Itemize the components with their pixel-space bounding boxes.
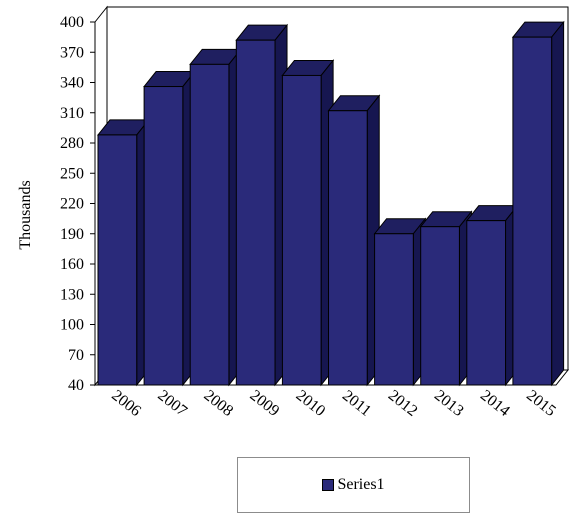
y-tick-label: 280: [60, 135, 84, 152]
bar-front: [97, 134, 138, 386]
y-tick-label: 100: [60, 317, 84, 334]
x-tick-label: 2006: [108, 387, 144, 420]
x-tick-label: 2011: [339, 387, 374, 420]
legend-label: Series1: [337, 476, 385, 493]
y-tick-label: 70: [68, 347, 84, 364]
x-tick-label: 2007: [154, 387, 190, 420]
bar: [143, 70, 196, 387]
bar: [419, 210, 473, 387]
bar-front: [420, 226, 460, 386]
y-tick-label: 340: [60, 75, 84, 92]
bar: [465, 204, 519, 387]
y-tick-label: 190: [60, 226, 84, 243]
bar: [235, 23, 289, 387]
y-tick-label: 220: [60, 196, 84, 213]
bar-front: [235, 39, 276, 386]
x-tick-label: 2012: [385, 387, 421, 420]
y-tick-label: 40: [68, 377, 84, 394]
bar: [189, 47, 242, 387]
y-tick-label: 160: [60, 256, 84, 273]
y-tick-label: 130: [60, 286, 84, 303]
bar-side: [551, 20, 565, 387]
legend-swatch: [322, 479, 335, 491]
bar-front: [281, 74, 322, 386]
y-tick-label: 400: [60, 14, 84, 31]
bar: [373, 217, 427, 387]
x-tick-label: 2013: [431, 387, 467, 420]
y-tick-label: 310: [60, 105, 84, 122]
bar-front: [374, 233, 414, 386]
bar: [511, 20, 565, 387]
x-tick-label: 2008: [200, 387, 236, 420]
y-axis-label: Thousands: [17, 180, 34, 249]
bar: [281, 59, 335, 387]
bar-front: [466, 220, 507, 386]
x-tick-label: 2009: [247, 387, 283, 420]
y-tick-label: 250: [60, 165, 84, 182]
bar-front: [328, 110, 368, 386]
bar-front: [512, 36, 553, 386]
bar: [327, 94, 381, 387]
x-axis: 2006 2007 2008 2009 2010 2011 2012 2013 2014 2015: [108, 387, 559, 420]
bar-front: [189, 63, 230, 386]
y-axis: 40 70 100 130 160 190 220 250 280 310 340 370 400: [60, 14, 96, 394]
bar: [96, 118, 150, 387]
bar-front: [143, 86, 184, 386]
x-tick-label: 2015: [523, 387, 559, 420]
x-tick-label: 2010: [293, 387, 329, 420]
legend: Series1: [237, 457, 470, 513]
bar-series: [96, 20, 565, 387]
x-tick-label: 2014: [477, 387, 513, 420]
y-tick-label: 370: [60, 44, 84, 61]
